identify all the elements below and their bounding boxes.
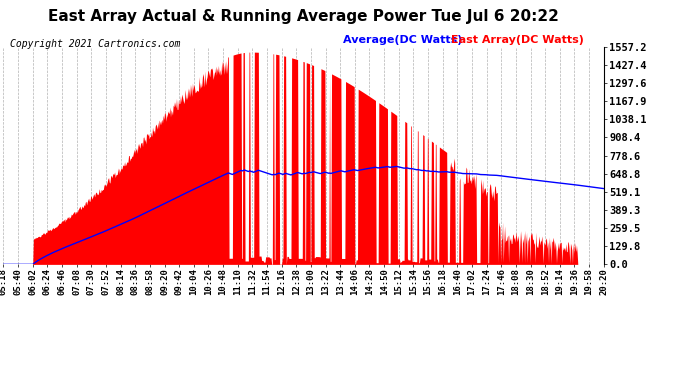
Text: East Array Actual & Running Average Power Tue Jul 6 20:22: East Array Actual & Running Average Powe…	[48, 9, 559, 24]
Text: Copyright 2021 Cartronics.com: Copyright 2021 Cartronics.com	[10, 39, 181, 50]
Text: Average(DC Watts): Average(DC Watts)	[343, 35, 462, 45]
Text: East Array(DC Watts): East Array(DC Watts)	[451, 35, 584, 45]
